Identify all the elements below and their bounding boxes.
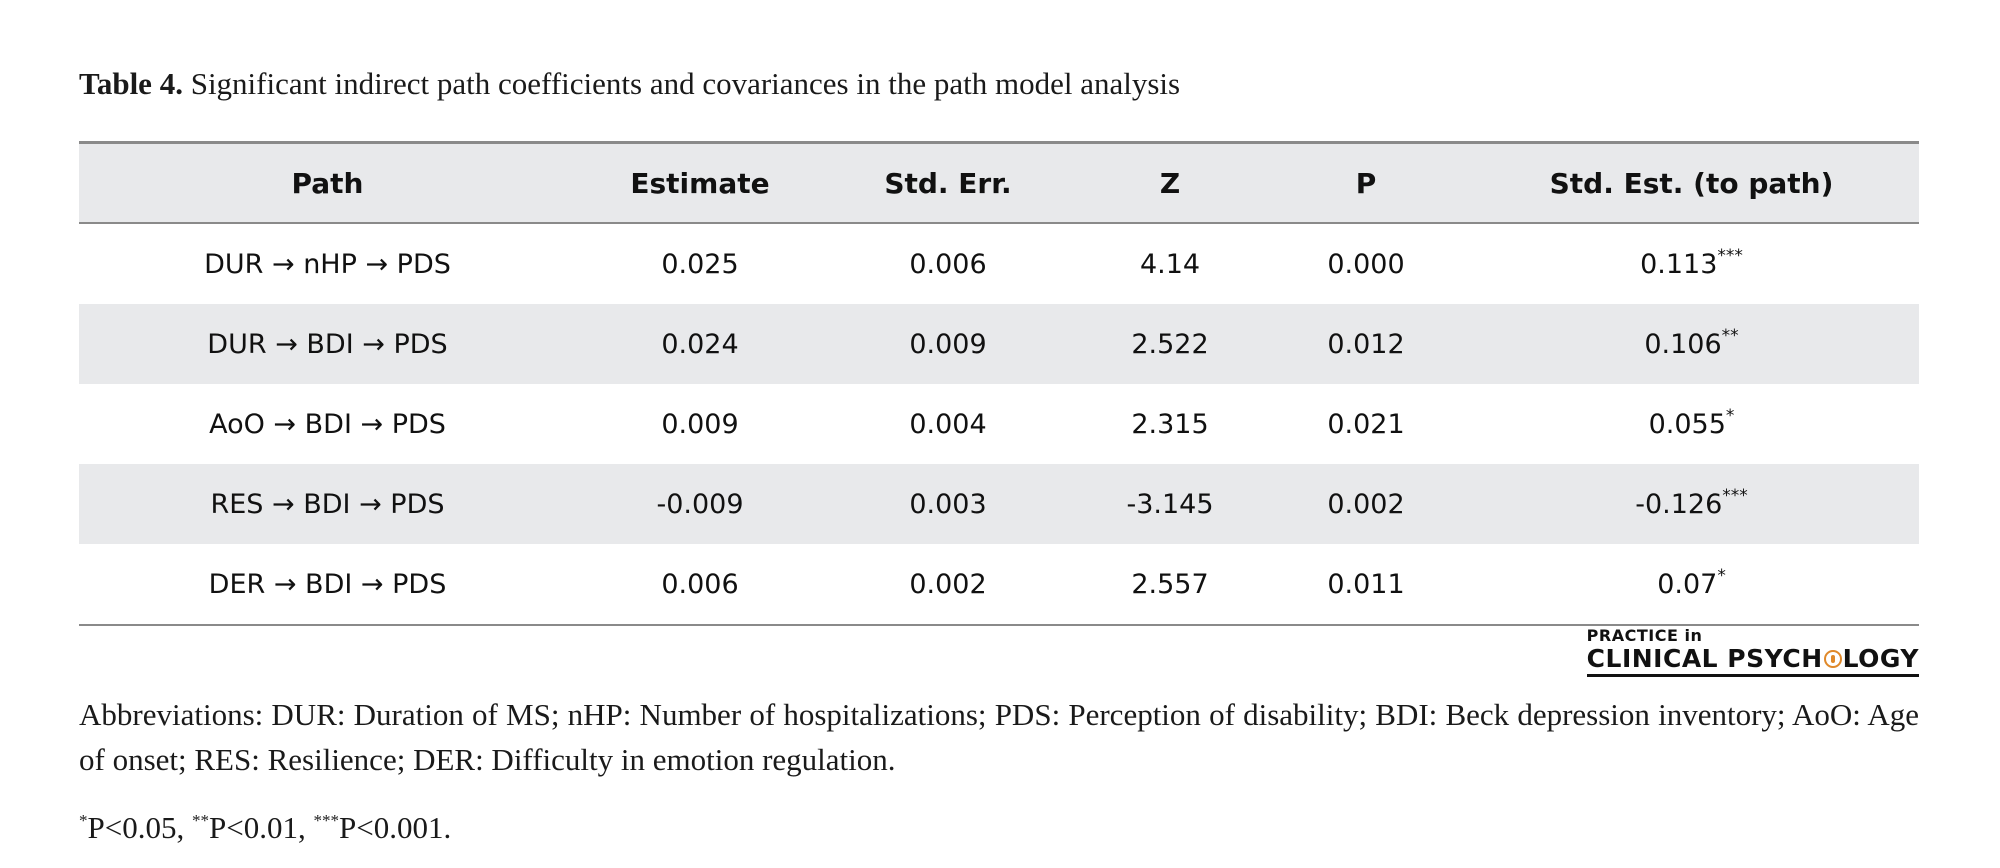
cell-p: 0.000 [1327,248,1405,280]
journal-logo-line1: PRACTICE in [1586,626,1703,645]
header-estimate: Estimate [576,141,824,224]
std-est-value: -0.126 [1635,488,1723,520]
header-std-err: Std. Err. [824,141,1072,224]
std-est-value: 0.106 [1644,328,1722,360]
significance-symbol: *** [313,811,339,830]
cell-z: 2.522 [1072,304,1268,384]
table-caption: Table 4. Significant indirect path coeff… [79,66,1180,102]
cell-std-est: 0.106** [1464,304,1919,384]
journal-logo-text-a: CLINICAL PSYCH [1586,644,1823,673]
cell-p: 0.011 [1268,544,1464,626]
cell-p: 0.012 [1268,304,1464,384]
header-path: Path [79,141,576,224]
cell-std-est: 0.055* [1464,384,1919,464]
journal-logo-text-b: LOGY [1842,644,1919,673]
cell-z: -3.145 [1072,464,1268,544]
table-row: AoO → BDI → PDS 0.009 0.004 2.315 0.021 … [79,384,1919,464]
cell-std-err: 0.003 [824,464,1072,544]
significance-text: P<0.05, [87,810,192,845]
cell-estimate: -0.009 [576,464,824,544]
cell-estimate: 0.009 [661,408,739,440]
std-est-value: 0.07 [1657,568,1718,600]
table-row: DUR → nHP → PDS 0.025 0.006 4.14 0.000 0… [79,223,1919,304]
cell-estimate: 0.025 [661,248,739,280]
table-caption-text: Significant indirect path coefficients a… [182,66,1181,101]
abbreviations-note: Abbreviations: DUR: Duration of MS; nHP:… [79,697,1919,777]
table-caption-label: Table 4. [79,66,183,101]
significance-text: P<0.01, [208,810,314,845]
cell-p: 0.002 [1268,464,1464,544]
table-row: RES → BDI → PDS -0.009 0.003 -3.145 0.00… [79,464,1919,544]
cell-path: AoO → BDI → PDS [209,408,446,440]
significance-note: *P<0.05, **P<0.01, ***P<0.001. [79,810,451,846]
table-row: DER → BDI → PDS 0.006 0.002 2.557 0.011 … [79,544,1919,626]
cell-std-est: 0.113*** [1464,223,1919,304]
table-header-row: Path Estimate Std. Err. Z P Std. Est. (t… [79,141,1919,224]
cell-std-err: 0.006 [909,248,987,280]
significance-marker: *** [1717,245,1743,266]
journal-logo-o-icon [1823,650,1842,668]
results-table: Path Estimate Std. Err. Z P Std. Est. (t… [79,141,1919,626]
significance-marker: ** [1721,325,1739,346]
header-std-est: Std. Est. (to path) [1464,141,1919,224]
cell-std-err: 0.004 [909,408,987,440]
std-est-value: 0.055 [1648,408,1726,440]
significance-marker: * [1717,565,1726,586]
cell-z: 2.557 [1072,544,1268,626]
cell-estimate: 0.006 [576,544,824,626]
cell-path: RES → BDI → PDS [79,464,576,544]
cell-z: 2.315 [1131,408,1209,440]
cell-std-est: -0.126*** [1464,464,1919,544]
table-row: DUR → BDI → PDS 0.024 0.009 2.522 0.012 … [79,304,1919,384]
journal-logo-line2: CLINICAL PSYCH LOGY [1586,644,1919,677]
journal-logo: PRACTICE in CLINICAL PSYCH LOGY [1586,626,1919,677]
cell-path: DUR → nHP → PDS [204,248,451,280]
significance-symbol: * [79,811,88,830]
cell-std-err: 0.009 [824,304,1072,384]
significance-symbol: ** [191,811,209,830]
cell-path: DER → BDI → PDS [79,544,576,626]
significance-marker: *** [1722,485,1748,506]
significance-text: P<0.001. [338,810,452,845]
header-z: Z [1072,141,1268,224]
cell-std-est: 0.07* [1464,544,1919,626]
cell-z: 4.14 [1139,248,1201,280]
significance-marker: * [1725,405,1735,426]
cell-path: DUR → BDI → PDS [79,304,576,384]
cell-std-err: 0.002 [824,544,1072,626]
cell-p: 0.021 [1327,408,1405,440]
header-p: P [1268,141,1464,224]
cell-estimate: 0.024 [576,304,824,384]
std-est-value: 0.113 [1640,248,1718,280]
